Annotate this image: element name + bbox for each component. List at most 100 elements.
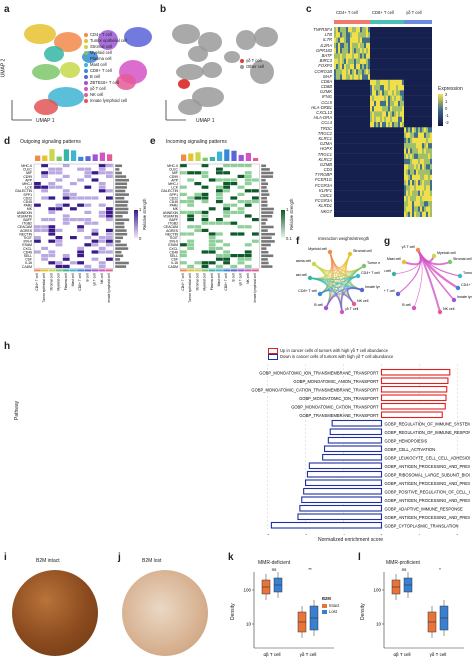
heatmap-cell (356, 79, 358, 86)
heatmap-cell (368, 95, 370, 102)
heatmap-cell (386, 37, 388, 44)
gsea-xtick: -2 (304, 534, 308, 536)
heatmap-cell (376, 143, 378, 149)
heatmap-cell (430, 74, 432, 80)
signal-cell (48, 218, 56, 222)
heatmap-cell (344, 132, 346, 139)
heatmap-cell (416, 143, 418, 149)
heatmap-cell (370, 201, 372, 207)
heatmap-cell (416, 153, 418, 160)
col-color-strip (223, 269, 230, 272)
heatmap-cell (398, 85, 400, 91)
heatmap-cell (358, 95, 360, 102)
heatmap-cell (398, 169, 400, 175)
heatmap-cell (346, 211, 348, 217)
box-k-legend: Intact Lost (322, 603, 339, 615)
signal-row-label: CD45 (23, 200, 32, 204)
signal-cell (41, 228, 48, 232)
heatmap-cell (334, 95, 336, 102)
gsea-bar (308, 462, 383, 470)
heatmap-cell (418, 42, 420, 49)
heatmap-cell (366, 48, 368, 54)
heatmap-cell (376, 79, 378, 86)
heatmap-cell (406, 37, 408, 44)
signal-col-label: Innate lymphoid cell (253, 273, 257, 302)
heatmap-cell (370, 106, 372, 112)
heatmap-cell (396, 106, 398, 112)
heatmap-cell (344, 63, 346, 70)
umap-b-cluster (176, 64, 204, 80)
heatmap-cell (414, 201, 416, 207)
heatmap-cell (402, 42, 404, 49)
row-summary-bar (115, 250, 122, 254)
heatmap-cell (338, 132, 340, 139)
heatmap-cell (408, 148, 410, 154)
signal-cell (201, 210, 209, 214)
heatmap-cell (370, 143, 372, 149)
heatmap-cell (348, 211, 350, 217)
heatmap-cell (394, 53, 396, 59)
heatmap-cell (358, 164, 360, 170)
heatmap-cell (354, 206, 356, 212)
heatmap-cell (362, 74, 364, 80)
signal-cell (244, 171, 252, 175)
signal-cell (70, 218, 77, 222)
heatmap-cell (378, 185, 380, 191)
heatmap-cell (350, 206, 352, 212)
heatmap-cell (416, 79, 418, 86)
heatmap-cell (430, 111, 432, 117)
heatmap-cell (424, 158, 426, 165)
heatmap-cell (384, 190, 386, 197)
signal-cell (201, 228, 209, 232)
row-summary-bar (261, 186, 267, 189)
heatmap-cell (350, 116, 352, 123)
heatmap-cell (410, 169, 412, 175)
signal-cell (201, 221, 209, 225)
heatmap-cell (404, 164, 406, 170)
heatmap-cell (334, 53, 336, 59)
heatmap-cell (368, 116, 370, 123)
network-node (311, 261, 317, 267)
heatmap-cell (380, 85, 382, 91)
signal-cell (180, 192, 187, 196)
heatmap-cell (392, 174, 394, 181)
heatmap-cell (420, 153, 422, 160)
signal-cell (244, 225, 252, 229)
signal-cell (216, 192, 223, 196)
heatmap-cell (404, 174, 406, 181)
heatmap-cell (364, 143, 366, 149)
heatmap-gene-label: BATF (321, 52, 332, 58)
heatmap-cell (426, 27, 428, 33)
heatmap-cell (420, 116, 422, 123)
heatmap-cell (356, 58, 358, 65)
heatmap-cell (346, 169, 348, 175)
heatmap-cell (414, 48, 416, 54)
heatmap-cell (428, 137, 430, 144)
heatmap-cell (364, 169, 366, 175)
heatmap-cell (340, 90, 342, 96)
heatmap-cell (382, 42, 384, 49)
heatmap-cell (426, 137, 428, 144)
legend-label: Up in cancer cells of tumors with high γ… (280, 348, 388, 354)
heatmap-cell (388, 201, 390, 207)
heatmap-cell (382, 100, 384, 107)
heatmap-cell (362, 63, 364, 70)
heatmap-cell (396, 158, 398, 165)
network-node (347, 251, 353, 257)
heatmap-cell (380, 27, 382, 33)
heatmap-cell (428, 201, 430, 207)
heatmap-cell (348, 122, 350, 128)
heatmap-cell (412, 116, 414, 123)
heatmap-cell (402, 148, 404, 154)
heatmap-cell (406, 153, 408, 160)
heatmap-cell (364, 32, 366, 38)
heatmap-cell (414, 148, 416, 154)
heatmap-cell (338, 69, 340, 75)
heatmap-cell (346, 106, 348, 112)
signal-cell (223, 261, 230, 265)
heatmap-cell (356, 42, 358, 49)
heatmap-cell (422, 190, 424, 197)
heatmap-cell (334, 206, 336, 212)
signal-col-label: Mast cell (217, 273, 221, 286)
row-summary-bar (261, 229, 268, 232)
